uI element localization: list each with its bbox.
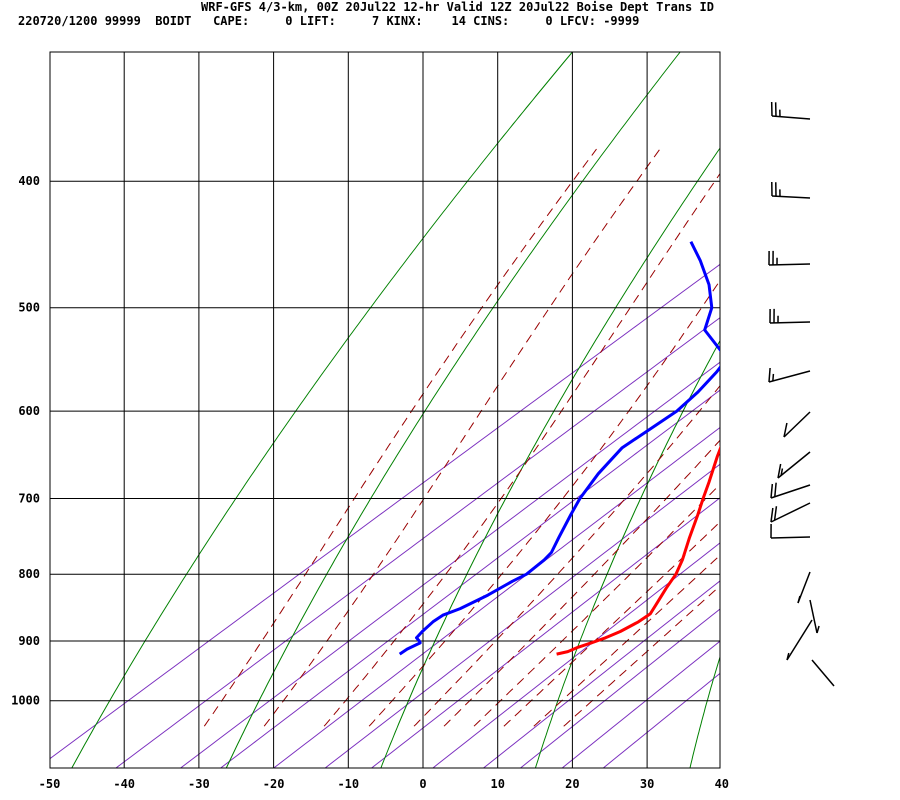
x-tick-label: 20 (565, 777, 579, 791)
mixing-ratio-line-7 (432, 542, 720, 768)
wind-barb-flag (786, 652, 790, 661)
moist-adiabat-0 (203, 148, 597, 727)
temperature-line (556, 445, 720, 656)
axis-tick-labels: -50 -40 -30 -20 -10 0 10 20 30 40 400 500 600 700 800 9… (11, 174, 729, 791)
wind-barb-shaft (771, 115, 811, 120)
dry-adiabat-10 (380, 147, 720, 768)
wind-barb (768, 250, 811, 266)
wind-barb (771, 181, 811, 199)
wind-barb (770, 523, 811, 539)
wind-barb (786, 619, 813, 661)
chart-indices-line: 220720/1200 99999 BOIDT CAPE: 0 LIFT: 7 … (18, 14, 640, 28)
sounding-profiles (398, 241, 720, 656)
mixing-ratio-line-6 (371, 497, 720, 768)
wind-barb-shaft (770, 536, 811, 539)
pressure-temperature-grid (49, 51, 721, 769)
wind-barb-shaft (809, 599, 818, 634)
moist-adiabat-5 (443, 439, 720, 727)
wind-barb-shaft (769, 321, 811, 324)
y-tick-label: 500 (18, 301, 40, 315)
wind-barb-flag (797, 595, 801, 604)
wind-barb-flag (773, 506, 778, 521)
wind-barb-flag (774, 482, 777, 497)
moist-adiabat-1 (263, 148, 661, 727)
mixing-ratio-line-8 (483, 580, 720, 768)
wind-barb-flag (783, 422, 788, 438)
mixing-ratio-line-3 (220, 389, 720, 768)
mixing-ratio-line-5 (324, 463, 720, 768)
wind-barb-flag (772, 373, 775, 382)
dry-adiabat-70 (845, 52, 900, 768)
y-tick-label: 800 (18, 567, 40, 581)
wind-barb-flag (816, 625, 820, 634)
moist-adiabat-2 (323, 172, 720, 727)
y-tick-label: 900 (18, 634, 40, 648)
y-tick-label: 700 (18, 492, 40, 506)
chart-title-line: WRF-GFS 4/3-km, 00Z 20Jul22 12-hr Valid … (201, 0, 714, 14)
moist-adiabat-3 (368, 279, 720, 727)
x-tick-label: -20 (263, 777, 285, 791)
wind-barb-shaft (768, 370, 811, 383)
y-tick-label: 1000 (11, 694, 40, 708)
wind-barb-shaft (770, 502, 811, 523)
x-tick-label: -50 (39, 777, 61, 791)
dry-adiabat--30 (71, 52, 573, 768)
moist-adiabat-4 (413, 384, 720, 727)
wind-barb (769, 308, 811, 324)
wind-barb-shaft (770, 484, 811, 499)
y-tick-label: 600 (18, 404, 40, 418)
wind-barbs (768, 101, 835, 687)
mixing-ratio-line-2 (180, 361, 720, 768)
mixing-ratio-line-10 (561, 640, 720, 768)
wind-barb-shaft (811, 659, 835, 687)
wind-barb-flag (777, 463, 782, 479)
x-tick-label: 40 (715, 777, 729, 791)
wind-barb (770, 482, 811, 499)
wind-barb-shaft (786, 619, 813, 661)
wind-barb (811, 659, 835, 687)
mixing-ratio-line-11 (602, 672, 720, 768)
wind-barb (777, 451, 811, 479)
dry-adiabats (71, 52, 900, 768)
moist-adiabats (203, 148, 720, 727)
wind-barb (797, 571, 811, 604)
plot-border (49, 51, 721, 769)
wind-barb-flag (780, 468, 784, 476)
wind-barb-shaft (783, 411, 811, 438)
moist-adiabat-8 (533, 554, 720, 727)
mixing-ratio-line-9 (520, 608, 720, 768)
wind-barb-flag (770, 507, 774, 523)
dry-adiabat-50 (689, 655, 720, 768)
wind-barb-shaft (777, 451, 811, 479)
wind-barb (809, 599, 820, 634)
dewpoint-line (398, 241, 720, 656)
mixing-ratio-line-0 (50, 263, 720, 760)
x-tick-label: 10 (490, 777, 504, 791)
x-tick-label: -30 (188, 777, 210, 791)
x-tick-label: -40 (113, 777, 135, 791)
mixing-ratio-lines (50, 263, 720, 768)
x-tick-label: 0 (419, 777, 426, 791)
wind-barb-flag (768, 367, 771, 383)
dry-adiabat--10 (225, 52, 681, 768)
wind-barb (783, 411, 811, 438)
moist-adiabat-6 (473, 483, 720, 727)
wind-barb-shaft (768, 263, 811, 266)
wind-barb (770, 101, 811, 120)
moist-adiabat-9 (563, 585, 720, 727)
mixing-ratio-line-4 (273, 426, 720, 768)
x-tick-label: -10 (337, 777, 359, 791)
mixing-ratio-line-1 (115, 317, 720, 768)
wind-barb (770, 502, 811, 523)
wind-barb-shaft (771, 195, 811, 199)
y-tick-label: 400 (18, 174, 40, 188)
wind-barb (768, 367, 811, 383)
x-tick-label: 30 (640, 777, 654, 791)
wind-barb-flag (770, 483, 774, 499)
dry-adiabat-30 (534, 339, 720, 768)
